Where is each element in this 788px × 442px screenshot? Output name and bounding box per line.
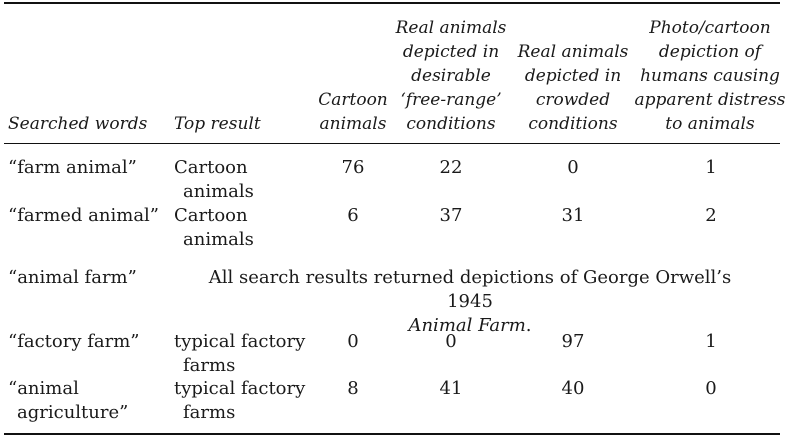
top-result-line: animals [183,229,254,250]
header-line: Real animals [395,18,507,38]
header-human-distress: Photo/cartoon depiction of humans causin… [634,16,786,136]
header-line: ‘free-range’ [400,90,502,110]
note-line: Animal Farm. [190,314,750,338]
header-cartoon-animals: Cartoon animals [308,88,398,136]
row2-distress: 2 [705,205,717,226]
row5-top-result: typical factory farms [174,377,305,425]
row4-crowded: 97 [561,331,585,352]
top-result-line: farms [183,402,236,423]
row5-distress: 0 [705,378,717,399]
header-line: depicted in [402,42,500,62]
top-result-line: typical factory [174,331,306,352]
header-crowded: Real animals depicted in crowded conditi… [512,40,634,136]
header-line: animals [319,114,387,134]
row5-crowded: 40 [561,378,585,399]
header-line: Photo/cartoon [649,18,771,38]
row3-searched: “animal farm” [8,267,137,288]
row4-searched: “factory farm” [8,331,140,352]
header-top-result: Top result [174,114,261,134]
row1-searched: “farm animal” [8,157,137,178]
header-line: conditions [528,114,618,134]
row5-cartoon: 8 [347,378,359,399]
header-line: Cartoon [318,90,388,110]
row1-top-result: Cartoon animals [174,156,254,204]
row4-top-result: typical factory farms [174,330,305,378]
row1-free-range: 22 [439,157,463,178]
row2-searched: “farmed animal” [8,205,160,226]
top-result-line: typical factory [174,378,306,399]
header-line: Real animals [517,42,629,62]
header-searched-words: Searched words [8,114,148,134]
top-result-line: Cartoon [174,157,248,178]
table-top-rule [4,2,780,4]
row3-note: All search results returned depictions o… [190,266,750,338]
header-free-range: Real animals depicted in desirable ‘free… [388,16,514,136]
header-line: desirable [411,66,491,86]
table-header-rule [4,143,780,144]
row5-free-range: 41 [439,378,463,399]
header-line: crowded [535,90,611,110]
row2-top-result: Cartoon animals [174,204,254,252]
header-line: depicted in [524,66,622,86]
row1-crowded: 0 [567,157,579,178]
table-bottom-rule [4,433,780,435]
row4-free-range: 0 [445,331,457,352]
searched-line: “animal [8,378,79,399]
row1-distress: 1 [705,157,717,178]
row4-distress: 1 [705,331,717,352]
top-result-line: farms [183,355,236,376]
note-period: . [525,315,532,336]
header-line: depiction of [658,42,762,62]
note-line: All search results returned depictions o… [208,267,732,312]
header-line: to animals [665,114,755,134]
top-result-line: animals [183,181,254,202]
header-line: humans causing [640,66,780,86]
row5-searched: “animal agriculture” [8,377,128,425]
row2-free-range: 37 [439,205,463,226]
row2-crowded: 31 [561,205,585,226]
top-result-line: Cartoon [174,205,248,226]
row4-cartoon: 0 [347,331,359,352]
header-line: conditions [406,114,496,134]
header-line: apparent distress [634,90,786,110]
row2-cartoon: 6 [347,205,359,226]
book-title: Animal Farm [408,315,526,336]
searched-line: agriculture” [17,402,129,423]
row1-cartoon: 76 [341,157,365,178]
